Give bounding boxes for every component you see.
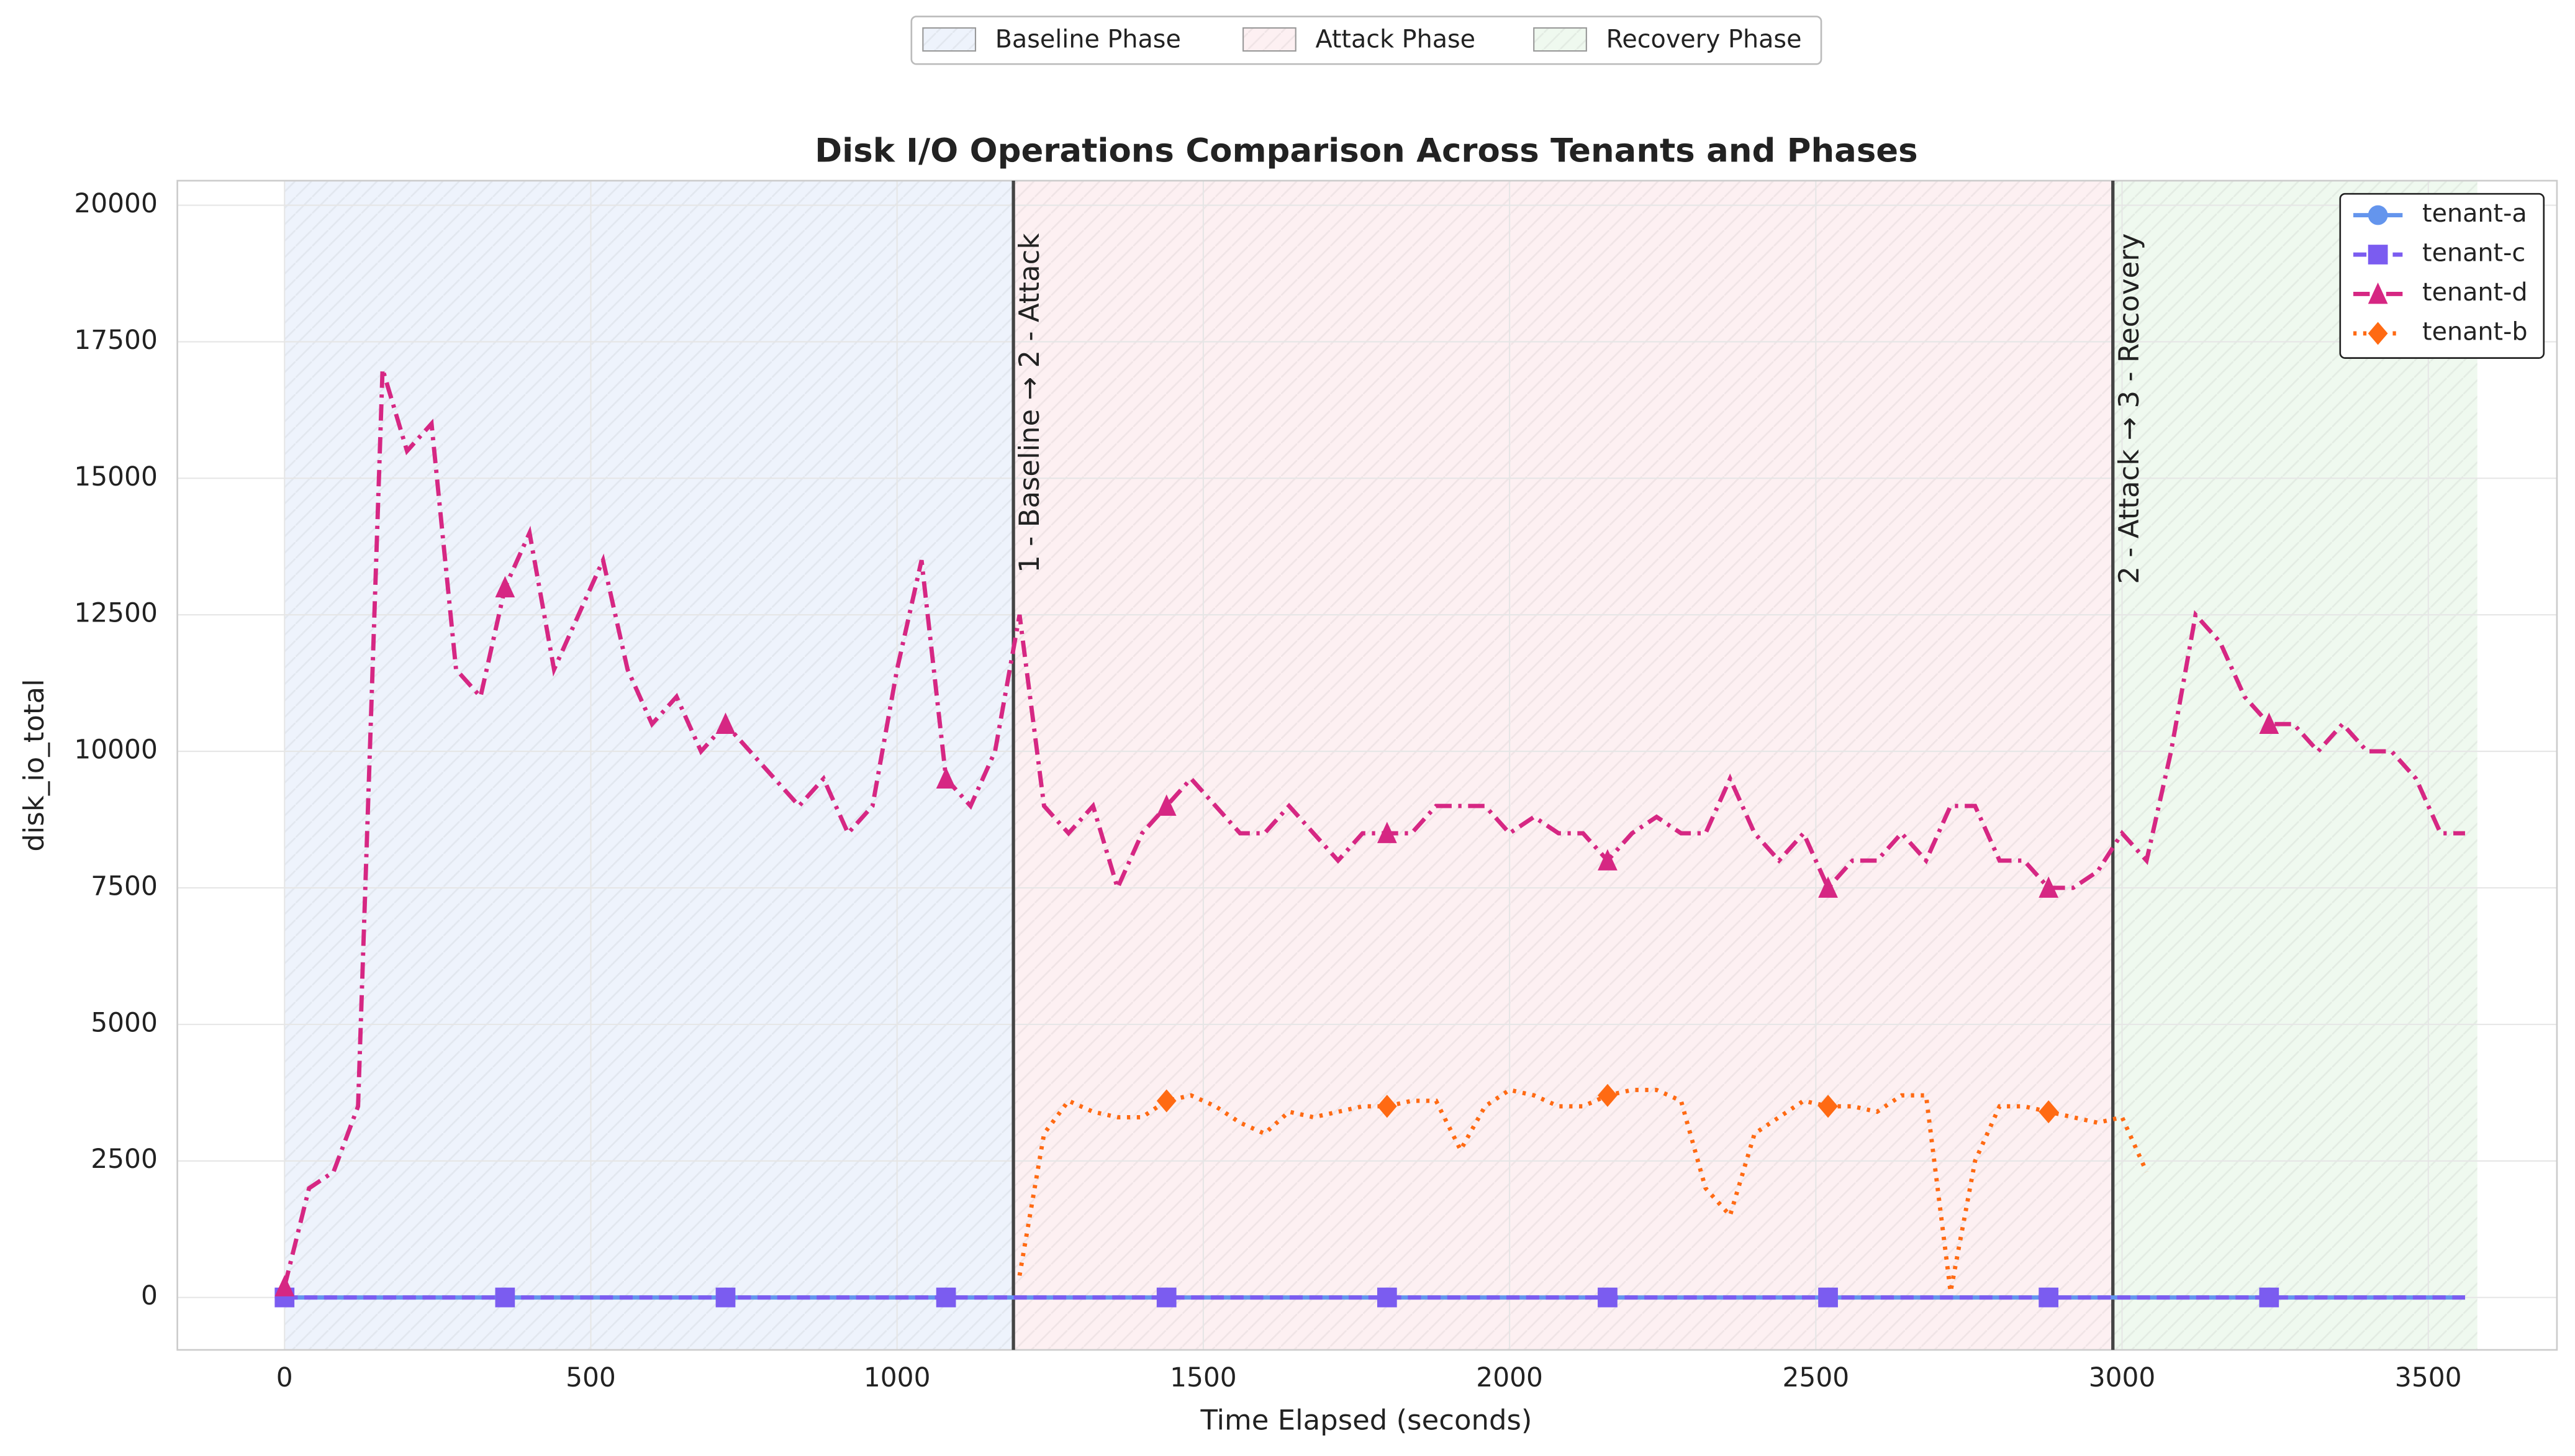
marker bbox=[1818, 1095, 1838, 1118]
marker bbox=[715, 712, 736, 735]
legend-label: tenant-a bbox=[2422, 199, 2527, 228]
marker bbox=[2039, 1100, 2059, 1124]
y-tick-label: 20000 bbox=[74, 188, 158, 219]
marker bbox=[1377, 821, 1397, 843]
marker bbox=[2259, 1287, 2279, 1308]
chart-title: Disk I/O Operations Comparison Across Te… bbox=[815, 132, 1917, 170]
legend-marker bbox=[2368, 282, 2388, 304]
marker bbox=[1818, 1287, 1838, 1308]
legend-label: tenant-b bbox=[2422, 317, 2528, 346]
legend-marker bbox=[2368, 205, 2388, 225]
y-tick-label: 5000 bbox=[91, 1007, 158, 1038]
marker bbox=[1818, 876, 1838, 898]
y-tick-label: 15000 bbox=[74, 461, 158, 492]
y-tick-label: 17500 bbox=[74, 325, 158, 355]
annotation: 1 - Baseline → 2 - Attack bbox=[1013, 233, 1046, 573]
x-tick-label: 3000 bbox=[2089, 1362, 2156, 1393]
legend: tenant-a tenant-c tenant-d tenant-b bbox=[2339, 192, 2545, 359]
phase-legend-swatch bbox=[922, 27, 977, 52]
x-tick-label: 1500 bbox=[1170, 1362, 1237, 1393]
y-axis-label: disk_io_total bbox=[17, 679, 50, 851]
y-tick-label: 12500 bbox=[74, 598, 158, 628]
legend-marker bbox=[2368, 245, 2388, 265]
marker bbox=[1377, 1287, 1397, 1308]
phase-legend-swatch bbox=[1242, 27, 1297, 52]
marker bbox=[715, 1287, 736, 1308]
marker bbox=[2259, 712, 2279, 735]
marker bbox=[1598, 1287, 1618, 1308]
series-line bbox=[1017, 1087, 2149, 1293]
x-tick-label: 3500 bbox=[2395, 1362, 2462, 1393]
x-axis-label: Time Elapsed (seconds) bbox=[1200, 1403, 1532, 1436]
phase-legend-box bbox=[910, 16, 1822, 65]
marker bbox=[274, 1275, 295, 1296]
phase-legend-swatch bbox=[1533, 27, 1587, 52]
plot-frame bbox=[176, 179, 2558, 1351]
phase-span bbox=[284, 180, 1014, 1350]
phase-legend-label: Recovery Phase bbox=[1606, 25, 1802, 54]
marker bbox=[2039, 876, 2059, 898]
annotation: 2 - Attack → 3 - Recovery bbox=[2112, 233, 2145, 584]
y-tick-label: 0 bbox=[141, 1280, 158, 1311]
marker bbox=[936, 1287, 956, 1308]
legend-box bbox=[2339, 192, 2545, 359]
x-tick-label: 2500 bbox=[1783, 1362, 1850, 1393]
marker bbox=[495, 576, 515, 598]
legend-marker bbox=[2368, 322, 2388, 345]
x-tick-label: 2000 bbox=[1476, 1362, 1543, 1393]
y-tick-label: 7500 bbox=[91, 870, 158, 901]
phase-legend-label: Attack Phase bbox=[1315, 25, 1475, 54]
marker bbox=[1377, 1095, 1397, 1118]
marker bbox=[1156, 1089, 1177, 1113]
legend-label: tenant-c bbox=[2422, 239, 2525, 268]
marker bbox=[1598, 1083, 1618, 1107]
phase-legend: Baseline Phase Attack Phase Recovery Phase bbox=[910, 16, 1822, 65]
marker bbox=[1598, 849, 1618, 870]
y-tick-label: 10000 bbox=[74, 735, 158, 765]
series-line bbox=[282, 368, 2465, 1287]
marker bbox=[936, 767, 956, 789]
marker bbox=[495, 1287, 515, 1308]
marker bbox=[1156, 794, 1177, 816]
marker bbox=[1156, 1287, 1177, 1308]
y-tick-label: 2500 bbox=[91, 1144, 158, 1174]
phase-span bbox=[1013, 180, 2113, 1350]
x-tick-label: 500 bbox=[566, 1362, 616, 1393]
marker bbox=[2039, 1287, 2059, 1308]
legend-label: tenant-d bbox=[2422, 278, 2528, 307]
x-tick-label: 0 bbox=[276, 1362, 293, 1393]
x-tick-label: 1000 bbox=[864, 1362, 931, 1393]
phase-legend-label: Baseline Phase bbox=[995, 25, 1181, 54]
phase-span bbox=[2112, 180, 2478, 1350]
